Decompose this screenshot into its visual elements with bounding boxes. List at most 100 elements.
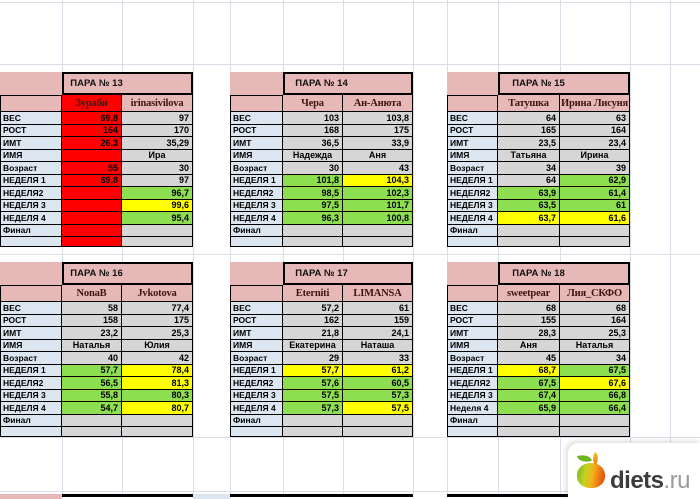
value-cell[interactable]: 55,8	[62, 389, 122, 402]
row-label-cell[interactable]: ИМЯ	[447, 149, 498, 162]
value-cell[interactable]: 80,7	[122, 402, 193, 415]
participant1-name[interactable]: sweetpear	[498, 285, 560, 302]
row-label-cell[interactable]: ВЕС	[230, 112, 283, 125]
row-label-cell[interactable]: ИМЯ	[447, 339, 498, 352]
value-cell[interactable]	[62, 187, 122, 200]
value-cell[interactable]: 61,4	[560, 187, 630, 200]
row-label-cell[interactable]: НЕДЕЛЯ2	[447, 187, 498, 200]
row-label-cell[interactable]: ВЕС	[0, 302, 62, 315]
value-cell[interactable]	[343, 237, 413, 247]
value-cell[interactable]: Наталья	[62, 339, 122, 352]
value-cell[interactable]: 81,3	[122, 377, 193, 390]
row-label-cell[interactable]: Возраст	[230, 352, 283, 365]
row-label-cell[interactable]: Финал	[230, 224, 283, 237]
value-cell[interactable]: 42	[122, 352, 193, 365]
value-cell[interactable]: 101,8	[283, 174, 343, 187]
value-cell[interactable]: 99,6	[122, 199, 193, 212]
value-cell[interactable]: 25,3	[122, 327, 193, 340]
value-cell[interactable]: 77,4	[122, 302, 193, 315]
row-label-cell[interactable]: Возраст	[230, 162, 283, 175]
value-cell[interactable]: 67,5	[560, 364, 630, 377]
value-cell[interactable]: 57,7	[283, 364, 343, 377]
value-cell[interactable]: 103,8	[343, 112, 413, 125]
row-label-cell[interactable]: ВЕС	[447, 112, 498, 125]
value-cell[interactable]	[560, 224, 630, 237]
value-cell[interactable]	[62, 427, 122, 437]
value-cell[interactable]: 63,5	[498, 199, 560, 212]
row-label-cell[interactable]: РОСТ	[230, 124, 283, 137]
participant2-name[interactable]: Ирина Лисуня	[560, 95, 630, 112]
row-label-cell[interactable]: НЕДЕЛЯ 1	[0, 364, 62, 377]
row-label-cell[interactable]: НЕДЕЛЯ 4	[447, 212, 498, 225]
value-cell[interactable]: 35,29	[122, 137, 193, 150]
value-cell[interactable]	[122, 237, 193, 247]
value-cell[interactable]: Надежда	[283, 149, 343, 162]
row-label-cell[interactable]: ИМЯ	[0, 149, 62, 162]
pair-title-cell[interactable]: ПАРА № 16	[62, 262, 193, 285]
value-cell[interactable]	[62, 237, 122, 247]
value-cell[interactable]	[343, 427, 413, 437]
value-cell[interactable]: 63,7	[498, 212, 560, 225]
row-label-cell[interactable]	[447, 427, 498, 437]
value-cell[interactable]: 62,9	[560, 174, 630, 187]
value-cell[interactable]: 158	[62, 314, 122, 327]
value-cell[interactable]	[62, 149, 122, 162]
value-cell[interactable]: 61,2	[343, 364, 413, 377]
value-cell[interactable]: 57,3	[283, 402, 343, 415]
value-cell[interactable]: 97	[122, 112, 193, 125]
value-cell[interactable]: 69,8	[62, 174, 122, 187]
value-cell[interactable]	[122, 427, 193, 437]
value-cell[interactable]	[498, 427, 560, 437]
value-cell[interactable]: Екатерина	[283, 339, 343, 352]
row-label-cell[interactable]: ИМТ	[0, 137, 62, 150]
value-cell[interactable]: 61,6	[560, 212, 630, 225]
value-cell[interactable]	[498, 224, 560, 237]
value-cell[interactable]: Татьяна	[498, 149, 560, 162]
value-cell[interactable]: 36,5	[283, 137, 343, 150]
value-cell[interactable]	[283, 224, 343, 237]
participant1-name[interactable]: Eterniti	[283, 285, 343, 302]
participant1-name[interactable]: Зураби	[62, 95, 122, 112]
row-label-cell[interactable]: НЕДЕЛЯ 1	[230, 174, 283, 187]
row-label-cell[interactable]: НЕДЕЛЯ 3	[230, 389, 283, 402]
value-cell[interactable]	[122, 224, 193, 237]
value-cell[interactable]	[62, 224, 122, 237]
row-label-cell[interactable]	[0, 237, 62, 247]
value-cell[interactable]: 164	[62, 124, 122, 137]
value-cell[interactable]: 23,5	[498, 137, 560, 150]
value-cell[interactable]: 54,7	[62, 402, 122, 415]
row-label-cell[interactable]: ВЕС	[230, 302, 283, 315]
value-cell[interactable]: 96,7	[122, 187, 193, 200]
value-cell[interactable]: 96,3	[283, 212, 343, 225]
value-cell[interactable]	[122, 414, 193, 427]
value-cell[interactable]: 29	[283, 352, 343, 365]
value-cell[interactable]: 25,3	[560, 327, 630, 340]
value-cell[interactable]: Аня	[343, 149, 413, 162]
row-label-cell[interactable]: ИМТ	[447, 137, 498, 150]
row-label-cell[interactable]: Финал	[0, 224, 62, 237]
row-label-cell[interactable]: Финал	[447, 224, 498, 237]
value-cell[interactable]: 23,2	[62, 327, 122, 340]
pair-title-cell[interactable]: ПАРА № 15	[498, 72, 630, 95]
value-cell[interactable]: 155	[498, 314, 560, 327]
value-cell[interactable]: Наташа	[343, 339, 413, 352]
row-label-cell[interactable]: ИМТ	[447, 327, 498, 340]
value-cell[interactable]: 98,5	[283, 187, 343, 200]
row-label-cell[interactable]: РОСТ	[447, 314, 498, 327]
value-cell[interactable]: 66,4	[560, 402, 630, 415]
value-cell[interactable]: 40	[62, 352, 122, 365]
row-label-cell[interactable]: НЕДЕЛЯ2	[0, 187, 62, 200]
row-label-cell[interactable]: Финал	[230, 414, 283, 427]
row-label-cell[interactable]: РОСТ	[0, 314, 62, 327]
value-cell[interactable]: 104,3	[343, 174, 413, 187]
value-cell[interactable]: 61	[343, 302, 413, 315]
value-cell[interactable]	[498, 414, 560, 427]
value-cell[interactable]: 30	[122, 162, 193, 175]
value-cell[interactable]: 68,7	[498, 364, 560, 377]
value-cell[interactable]: 56,5	[62, 377, 122, 390]
value-cell[interactable]: 165	[498, 124, 560, 137]
value-cell[interactable]: 60,5	[343, 377, 413, 390]
value-cell[interactable]: 168	[283, 124, 343, 137]
row-label-cell[interactable]: НЕДЕЛЯ 1	[447, 174, 498, 187]
participant2-name[interactable]: LIMANSA	[343, 285, 413, 302]
